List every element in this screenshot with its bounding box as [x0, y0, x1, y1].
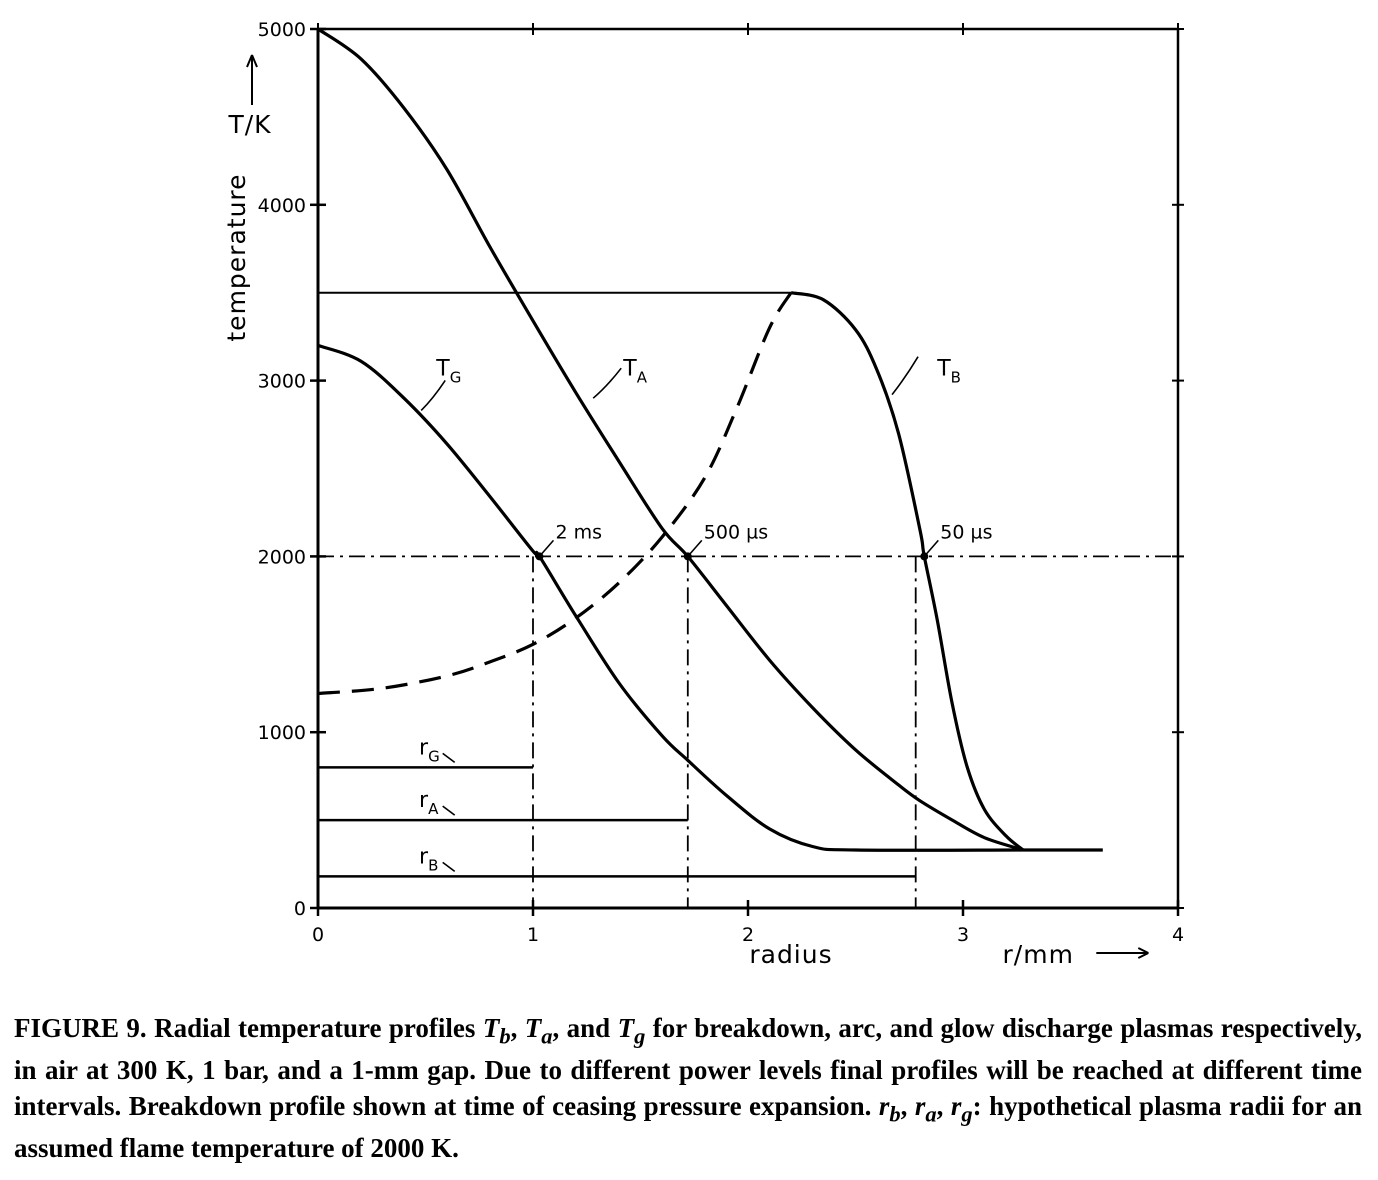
time-marker-label: 50 µs: [940, 521, 992, 543]
y-tick-label: 0: [294, 898, 306, 920]
radius-label-a: rA: [419, 788, 439, 818]
radius-bars: rG rA rB: [318, 556, 917, 908]
y-tick-label: 5000: [258, 19, 306, 41]
caption-rb: r: [878, 1091, 890, 1122]
caption-ta-sub: a: [541, 1023, 553, 1049]
x-axis-arrow: [1096, 947, 1149, 959]
caption-tg-sub: g: [634, 1023, 646, 1049]
caption-mid: for breakdown, arc, and glow discharge p…: [14, 1013, 1362, 1122]
curve-label-b: TB: [936, 356, 961, 386]
caption-tg: T: [617, 1013, 635, 1043]
caption-ta: T: [524, 1013, 542, 1043]
y-tick-label: 1000: [258, 722, 306, 744]
caption-rg-sub: g: [961, 1101, 973, 1127]
radius-label-pointer: [442, 752, 456, 763]
caption-rg: r: [950, 1091, 962, 1122]
series-line-t-a: [317, 27, 1024, 852]
reference-lines: [318, 291, 1178, 558]
curve-pointer-b: [891, 356, 919, 396]
plot-frame: [316, 27, 1180, 910]
chart-labels: radius r/mm temperature T/K TA TG TB 2 ms 500 µs…: [222, 54, 1149, 969]
temperature-profile-chart: 0 1 2 3 4 0 1000 2000 3000 4000 5000 rG rA rB radius…: [222, 19, 1184, 969]
caption-sep1: ,: [510, 1013, 518, 1043]
curve-label-a: TA: [622, 356, 647, 386]
series-line-t-g: [317, 343, 1103, 852]
caption-ra-sub: a: [925, 1101, 937, 1127]
caption-rsep2: ,: [936, 1091, 944, 1122]
series-curves: [317, 27, 1103, 852]
curve-pointer-g: [420, 380, 446, 412]
caption-lead: FIGURE 9. Radial temperature profiles: [14, 1013, 476, 1043]
y-tick-label: 3000: [258, 371, 306, 393]
y-axis-title: temperature: [222, 173, 251, 341]
time-marker-pointer: [687, 539, 703, 557]
caption-rsep1: ,: [900, 1091, 908, 1122]
radius-label-pointer: [442, 805, 456, 816]
time-marker-pointer: [923, 539, 939, 557]
series-line-t-b-early: [317, 291, 793, 696]
curve-label-g: TG: [435, 356, 461, 386]
x-tick-label: 4: [1172, 924, 1184, 946]
time-marker-pointer: [538, 539, 555, 557]
y-axis-arrow: [246, 54, 258, 105]
x-axis-title: radius: [749, 940, 832, 969]
curve-pointer-a: [592, 367, 622, 399]
figure-caption: FIGURE 9. Radial temperature profiles Tb…: [14, 1010, 1362, 1166]
radius-label-pointer: [442, 861, 456, 872]
y-tick-label: 4000: [258, 195, 306, 217]
caption-ra: r: [914, 1091, 926, 1122]
y-axis-unit: T/K: [227, 110, 271, 139]
x-tick-label: 3: [957, 924, 969, 946]
axis-ticks: 0 1 2 3 4 0 1000 2000 3000 4000 5000: [258, 19, 1184, 946]
x-tick-label: 0: [312, 924, 324, 946]
caption-sep2: , and: [552, 1013, 611, 1043]
series-line-t-b: [790, 291, 1025, 852]
x-tick-label: 2: [742, 924, 754, 946]
x-axis-unit: r/mm: [1003, 940, 1074, 969]
time-marker-label: 500 µs: [704, 521, 768, 543]
y-tick-label: 2000: [258, 546, 306, 568]
radius-label-b: rB: [419, 844, 438, 874]
x-tick-label: 1: [527, 924, 539, 946]
caption-tail: : hypothetical plasma radii for an assum…: [14, 1091, 1363, 1163]
caption-rb-sub: b: [889, 1101, 901, 1127]
radius-label-g: rG: [419, 735, 440, 765]
caption-tb-sub: b: [499, 1023, 511, 1049]
caption-tb: T: [482, 1013, 500, 1043]
time-marker-label: 2 ms: [555, 521, 602, 543]
